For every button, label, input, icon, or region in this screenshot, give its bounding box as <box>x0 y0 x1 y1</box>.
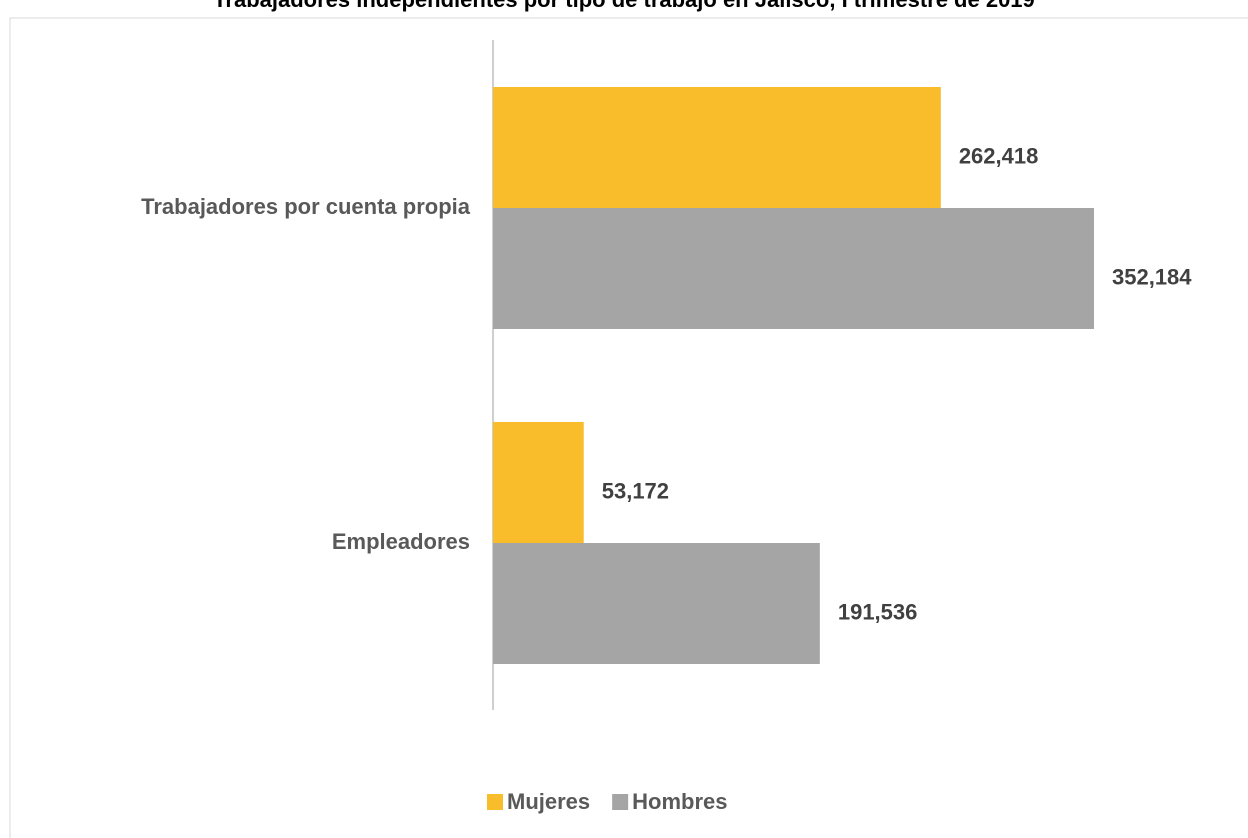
bar <box>493 208 1094 329</box>
y-tick-label: Trabajadores por cuenta propia <box>141 194 471 219</box>
legend-swatch <box>487 794 503 810</box>
bar <box>493 422 584 543</box>
legend-label: Hombres <box>632 789 727 814</box>
data-label: 53,172 <box>602 478 669 503</box>
legend-label: Mujeres <box>507 789 590 814</box>
data-label: 352,184 <box>1112 264 1192 289</box>
bar <box>493 87 941 208</box>
legend-swatch <box>612 794 629 810</box>
chart-frame <box>9 17 1248 838</box>
data-label: 262,418 <box>959 143 1039 168</box>
chart-title: Trabajadores independientes por tipo de … <box>213 0 1035 12</box>
data-label: 191,536 <box>838 599 918 624</box>
bar <box>493 543 820 664</box>
y-tick-label: Empleadores <box>332 529 470 554</box>
